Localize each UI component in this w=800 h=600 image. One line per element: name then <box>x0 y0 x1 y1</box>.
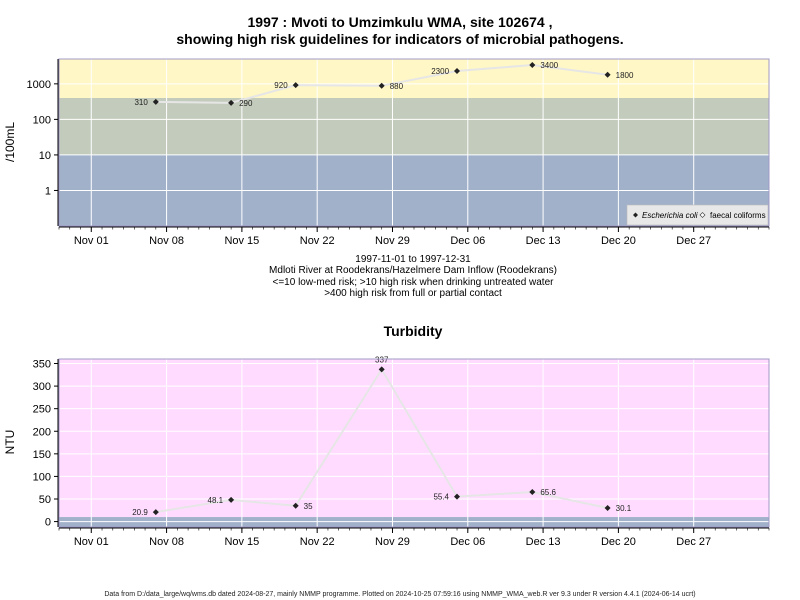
x-tick-label-7: Dec 20 <box>601 235 636 247</box>
risk-band-1 <box>59 97 769 155</box>
turbidity-y-axis-label: NTU <box>3 430 17 455</box>
note-contact-risk: >400 high risk from full or partial cont… <box>324 288 502 299</box>
data-point-6 <box>604 505 611 511</box>
x-tick-label-5: Dec 06 <box>450 536 485 548</box>
data-point-0 <box>152 98 159 105</box>
y-tick-label-3: 1000 <box>27 79 51 91</box>
data-label-0: 20.9 <box>132 508 148 517</box>
y-tick-label-6: 300 <box>33 381 51 393</box>
data-label-6: 1800 <box>616 71 634 80</box>
data-point-1 <box>228 99 235 106</box>
data-point-0 <box>152 509 159 516</box>
data-label-1: 290 <box>239 99 253 108</box>
data-label-3: 880 <box>390 82 404 91</box>
microbial-y-axis-label: /100mL <box>3 122 17 162</box>
data-label-4: 2300 <box>431 67 449 76</box>
y-tick-label-4: 200 <box>33 426 51 438</box>
y-tick-label-1: 10 <box>39 150 51 162</box>
legend-faecal-label: faecal coliforms <box>710 211 766 220</box>
plot-border <box>58 58 770 227</box>
x-tick-label-6: Dec 13 <box>526 536 561 548</box>
data-label-0: 310 <box>134 98 148 107</box>
note-site: Mdloti River at Roodekrans/Hazelmere Dam… <box>269 265 557 276</box>
y-tick-label-2: 100 <box>33 114 51 126</box>
legend-diamond-filled-icon <box>633 212 638 218</box>
data-point-5 <box>529 62 536 68</box>
data-label-5: 3400 <box>540 61 558 70</box>
x-tick-label-3: Nov 22 <box>300 235 335 247</box>
data-point-2 <box>292 82 299 89</box>
x-tick-label-1: Nov 08 <box>149 536 184 548</box>
data-point-3 <box>378 366 385 373</box>
x-tick-label-0: Nov 01 <box>74 536 109 548</box>
data-label-2: 35 <box>304 502 313 511</box>
data-point-5 <box>529 489 536 495</box>
y-tick-label-0: 0 <box>45 517 51 529</box>
y-tick-label-5: 250 <box>33 404 51 416</box>
x-tick-label-4: Nov 29 <box>375 235 410 247</box>
data-point-4 <box>454 68 460 74</box>
footer-note: Data from D:/data_large/wq/wms.db dated … <box>104 591 695 598</box>
x-tick-label-2: Nov 15 <box>224 536 259 548</box>
x-tick-label-5: Dec 06 <box>450 235 485 247</box>
x-tick-label-0: Nov 01 <box>74 235 109 247</box>
figure-title-line1: 1997 : Mvoti to Umzimkulu WMA, site 1026… <box>248 14 553 30</box>
data-label-2: 920 <box>274 81 288 90</box>
note-drinking-risk: <=10 low-med risk; >10 high risk when dr… <box>273 277 555 288</box>
y-tick-label-1: 50 <box>39 494 51 506</box>
data-point-3 <box>378 82 385 89</box>
x-tick-label-4: Nov 29 <box>375 536 410 548</box>
legend-ecoli-label: Escherichia coli <box>642 211 698 220</box>
data-label-4: 55.4 <box>433 493 449 502</box>
data-point-4 <box>454 493 460 500</box>
data-label-1: 48.1 <box>208 496 224 505</box>
note-date-range: 1997-11-01 to 1997-12-31 <box>355 254 471 265</box>
x-tick-label-2: Nov 15 <box>224 235 259 247</box>
data-point-1 <box>228 496 235 503</box>
data-label-5: 65.6 <box>540 488 556 497</box>
x-tick-label-1: Nov 08 <box>149 235 184 247</box>
turbidity-background <box>59 359 769 527</box>
data-point-2 <box>292 502 299 509</box>
data-point-6 <box>604 71 611 78</box>
x-tick-label-8: Dec 27 <box>676 536 711 548</box>
x-tick-label-6: Dec 13 <box>526 235 561 247</box>
legend-diamond-open-icon <box>699 212 706 218</box>
turbidity-title: Turbidity <box>384 323 443 339</box>
microbial-legend: Escherichia coli faecal coliforms <box>626 204 769 226</box>
plot-border <box>58 358 770 528</box>
data-label-6: 30.1 <box>616 504 632 513</box>
x-tick-label-3: Nov 22 <box>300 536 335 548</box>
x-tick-label-7: Dec 20 <box>601 536 636 548</box>
y-tick-label-0: 1 <box>45 185 51 197</box>
y-tick-label-7: 350 <box>33 359 51 371</box>
x-tick-label-8: Dec 27 <box>676 235 711 247</box>
data-label-3: 337 <box>375 355 389 364</box>
y-tick-label-3: 150 <box>33 449 51 461</box>
turbidity-panel: Turbidity 20.9 48.1 35 337 55.4 65.6 30.1 0 50 1… <box>3 323 770 548</box>
figure-title-line2: showing high risk guidelines for indicat… <box>176 31 623 47</box>
microbial-panel: 310 290 920 880 2300 3400 1800 1 10 100 1000 Nov … <box>3 58 770 299</box>
legend-box <box>626 204 769 226</box>
y-tick-label-2: 100 <box>33 471 51 483</box>
